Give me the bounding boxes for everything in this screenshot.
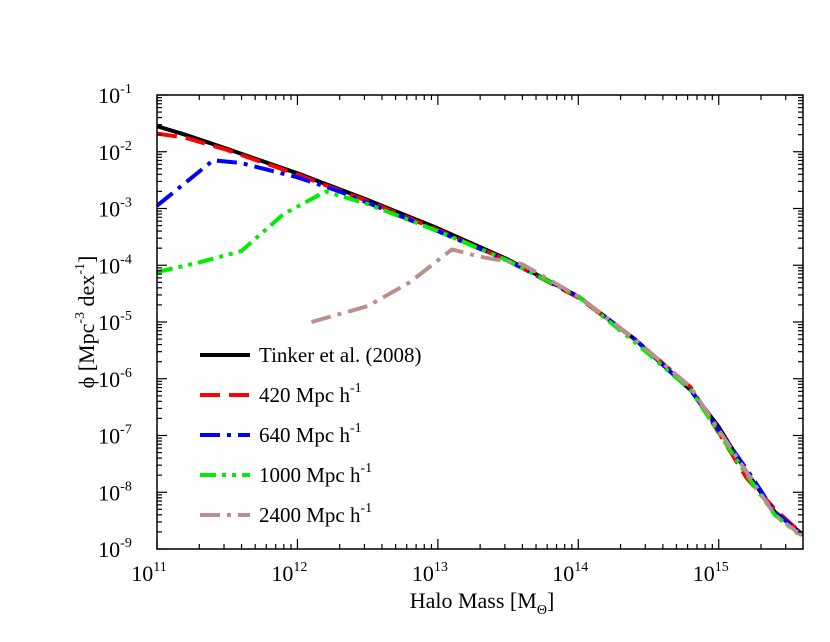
series-line-2	[157, 158, 803, 537]
x-tick-label: 1011	[131, 560, 166, 586]
y-axis-title-sup1: -3	[73, 312, 88, 324]
y-tick-exp: -4	[120, 252, 132, 267]
y-tick-exp: -2	[120, 139, 132, 154]
y-tick-exp: -9	[120, 536, 132, 551]
x-axis-title-sub: Θ	[537, 603, 547, 618]
y-tick-exp: -8	[120, 479, 132, 494]
y-tick-exp: -5	[120, 309, 132, 324]
labels-layer: 1011 1012 1013 1014 101510-110-210-310-410-5…	[73, 82, 729, 618]
series-line-3	[157, 189, 803, 540]
x-tick-base: 10	[693, 561, 715, 586]
y-tick-base: 10	[98, 424, 120, 449]
legend-label-name: 2400 Mpc h	[259, 503, 361, 527]
x-tick-base: 10	[271, 561, 293, 586]
y-tick-exp: -6	[120, 366, 132, 381]
y-tick-base: 10	[98, 197, 120, 222]
legend-label-sup: -1	[361, 461, 373, 476]
y-axis-title-mid: dex	[74, 275, 99, 312]
legend-label-name: 640 Mpc h	[259, 423, 350, 447]
legend-label-4: 2400 Mpc h-1	[259, 501, 372, 527]
legend-label-sup: -1	[361, 501, 373, 516]
y-tick-base: 10	[98, 140, 120, 165]
y-axis-title: ϕ [Mpc-3 dex-1]	[73, 256, 99, 389]
x-tick-exp: 13	[434, 560, 448, 575]
x-axis-title: Halo Mass [MΘ]	[410, 588, 555, 618]
legend-label-sup: -1	[350, 381, 362, 396]
y-tick-label: 10-5	[98, 309, 132, 335]
y-tick-label: 10-3	[98, 196, 132, 222]
x-axis-title-main: Halo Mass [M	[410, 588, 537, 613]
legend-label-name: 420 Mpc h	[259, 383, 350, 407]
legend-label-3: 1000 Mpc h-1	[259, 461, 372, 487]
legend-label-2: 640 Mpc h-1	[259, 421, 362, 447]
x-tick-base: 10	[131, 561, 153, 586]
x-tick-exp: 11	[153, 560, 166, 575]
x-tick-base: 10	[552, 561, 574, 586]
x-tick-label: 1014	[552, 560, 588, 586]
y-tick-label: 10-6	[98, 366, 132, 392]
y-axis-title-close: ]	[74, 256, 99, 263]
y-axis-title-sup2: -1	[73, 263, 88, 275]
legend-label-1: 420 Mpc h-1	[259, 381, 362, 407]
y-axis-title-main: ϕ [Mpc	[74, 323, 99, 388]
legend-label-name: 1000 Mpc h	[259, 463, 361, 487]
y-tick-label: 10-8	[98, 479, 132, 505]
legend-label-0: Tinker et al. (2008)	[259, 343, 422, 367]
y-tick-label: 10-9	[98, 536, 132, 562]
y-tick-label: 10-2	[98, 139, 132, 165]
x-tick-label: 1015	[693, 560, 729, 586]
y-tick-base: 10	[98, 83, 120, 108]
y-tick-base: 10	[98, 310, 120, 335]
y-tick-label: 10-1	[98, 82, 132, 108]
y-tick-exp: -7	[120, 423, 132, 438]
data-layer	[157, 124, 803, 540]
y-tick-exp: -1	[120, 82, 132, 97]
plot-frame	[156, 94, 804, 550]
series-line-1	[157, 131, 803, 537]
x-axis-title-close: ]	[547, 588, 554, 613]
ticks-layer	[156, 94, 803, 550]
x-tick-label: 1012	[271, 560, 307, 586]
series-line-4	[310, 247, 803, 539]
x-tick-base: 10	[412, 561, 434, 586]
x-tick-exp: 12	[293, 560, 307, 575]
series-line-0	[157, 124, 803, 537]
y-tick-exp: -3	[120, 196, 132, 211]
y-tick-base: 10	[98, 253, 120, 278]
y-tick-base: 10	[98, 480, 120, 505]
legend-label-name: Tinker et al. (2008)	[259, 343, 422, 367]
y-tick-base: 10	[98, 367, 120, 392]
y-tick-label: 10-7	[98, 423, 132, 449]
y-tick-base: 10	[98, 537, 120, 562]
legend-label-sup: -1	[350, 421, 362, 436]
y-tick-label: 10-4	[98, 252, 132, 278]
x-tick-exp: 15	[715, 560, 729, 575]
x-tick-exp: 14	[574, 560, 588, 575]
x-tick-label: 1013	[412, 560, 448, 586]
